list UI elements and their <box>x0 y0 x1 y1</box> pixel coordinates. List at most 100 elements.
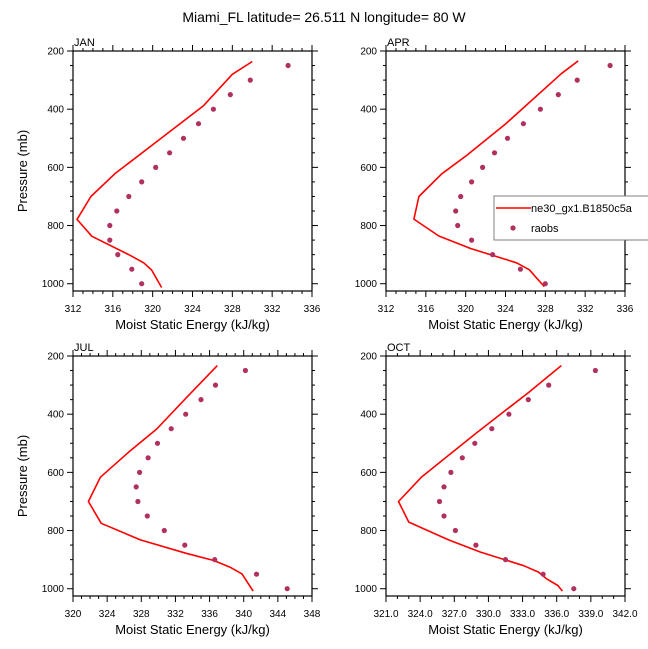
y-tick-label: 800 <box>47 526 64 537</box>
x-axis-title: Moist Static Energy (kJ/kg) <box>115 622 270 637</box>
raobs-point <box>480 164 486 170</box>
raobs-point <box>607 62 613 69</box>
x-tick-label: 320 <box>65 609 82 620</box>
y-tick-label: 200 <box>47 352 64 363</box>
x-tick-label: 336.0 <box>544 609 569 620</box>
plot-frame <box>385 355 626 597</box>
panel-label: OCT <box>387 342 411 354</box>
raobs-point <box>504 135 511 141</box>
raobs-point <box>145 455 151 461</box>
x-tick-label: 330.0 <box>476 609 501 620</box>
raobs-point <box>540 571 546 577</box>
y-tick-label: 400 <box>47 410 64 421</box>
x-tick-label: 332 <box>264 304 281 315</box>
y-tick-label: 200 <box>360 47 377 58</box>
raobs-point <box>210 106 216 112</box>
x-tick-label: 327.0 <box>442 609 467 620</box>
legend: ne30_gx1.B1850c5a raobs <box>493 195 648 241</box>
x-tick-label: 344 <box>270 609 287 620</box>
x-tick-label: 336 <box>304 304 321 315</box>
raobs-point <box>212 382 219 388</box>
y-tick-label: 800 <box>360 221 377 232</box>
raobs-point <box>107 237 113 243</box>
x-tick-label: 336 <box>617 304 634 315</box>
panel-jan: 312 316 320 324 328 332 336 200 400 600 800 1000 JAN… <box>15 37 321 332</box>
raobs-point <box>198 397 204 403</box>
x-tick-label: 320 <box>144 304 161 315</box>
raobs-point <box>555 92 561 98</box>
raobs-point <box>525 397 531 403</box>
x-tick-label: 328 <box>224 304 241 315</box>
y-tick-label: 1000 <box>355 279 378 290</box>
x-tick-label: 328 <box>537 304 554 315</box>
raobs-point <box>574 77 580 83</box>
y-tick-label: 400 <box>360 410 377 421</box>
raobs-point <box>180 135 187 141</box>
x-tick-label: 320 <box>457 304 474 315</box>
y-tick-label: 1000 <box>42 584 65 595</box>
raobs-point <box>212 557 218 563</box>
raobs-point <box>126 193 132 200</box>
model-line <box>87 365 254 592</box>
raobs-point <box>133 484 139 490</box>
x-tick-label: 324.0 <box>408 609 433 620</box>
raobs-point <box>520 121 527 127</box>
raobs-point <box>284 586 290 592</box>
raobs-point <box>285 62 291 69</box>
raobs-point <box>441 484 447 490</box>
y-tick-label: 600 <box>47 163 64 174</box>
raobs-point <box>489 426 495 432</box>
y-tick-label: 1000 <box>42 279 65 290</box>
y-tick-label: 600 <box>47 468 64 479</box>
raobs-point <box>161 527 167 534</box>
plot-area <box>413 60 613 288</box>
raobs-point <box>137 469 143 475</box>
raobs-point <box>247 77 253 83</box>
x-tick-label: 332 <box>167 609 184 620</box>
y-tick-label: 800 <box>47 221 64 232</box>
raobs-point <box>153 164 159 170</box>
raobs-point <box>571 586 577 592</box>
raobs-point <box>183 411 189 417</box>
y-tick-label: 200 <box>47 47 64 58</box>
raobs-point <box>154 440 161 446</box>
raobs-point <box>182 542 188 548</box>
raobs-point <box>459 455 465 461</box>
legend-label-model: ne30_gx1.B1850c5a <box>531 203 633 215</box>
y-axis-title: Pressure (mb) <box>15 435 30 517</box>
x-tick-label: 339.0 <box>578 609 603 620</box>
x-tick-label: 348 <box>304 609 321 620</box>
x-tick-label: 316 <box>104 304 121 315</box>
x-tick-label: 333.0 <box>510 609 535 620</box>
raobs-point <box>167 150 173 156</box>
raobs-point <box>114 208 120 214</box>
panel-label: APR <box>387 37 410 49</box>
raobs-point <box>455 222 461 229</box>
panel-apr: 312 316 320 324 328 332 336 200 400 600 800 1000 APR… <box>355 37 634 332</box>
panel-oct: 321.0 324.0 327.0 330.0 333.0 336.0 339.0 342.0… <box>355 342 638 637</box>
raobs-point <box>448 469 454 475</box>
y-tick-label: 400 <box>360 105 377 116</box>
plot-frame <box>72 50 313 292</box>
x-tick-label: 336 <box>201 609 218 620</box>
raobs-point <box>592 367 599 374</box>
raobs-point <box>195 121 202 127</box>
y-tick-label: 600 <box>360 468 377 479</box>
raobs-point <box>458 193 464 200</box>
x-tick-label: 340 <box>235 609 252 620</box>
legend-marker-swatch <box>510 225 516 231</box>
raobs-point <box>469 179 475 185</box>
raobs-point <box>139 281 145 287</box>
raobs-point <box>453 208 459 214</box>
x-axis-title: Moist Static Energy (kJ/kg) <box>428 317 583 332</box>
plot-frame <box>385 50 626 292</box>
raobs-point <box>129 266 135 272</box>
y-tick-label: 600 <box>360 163 377 174</box>
x-tick-label: 312 <box>378 304 395 315</box>
raobs-point <box>537 106 544 112</box>
x-tick-label: 316 <box>417 304 434 315</box>
figure-title: Miami_FL latitude= 26.511 N longitude= 8… <box>182 9 466 25</box>
raobs-point <box>436 498 443 505</box>
raobs-point <box>506 411 512 417</box>
y-axis-title: Pressure (mb) <box>15 130 30 212</box>
